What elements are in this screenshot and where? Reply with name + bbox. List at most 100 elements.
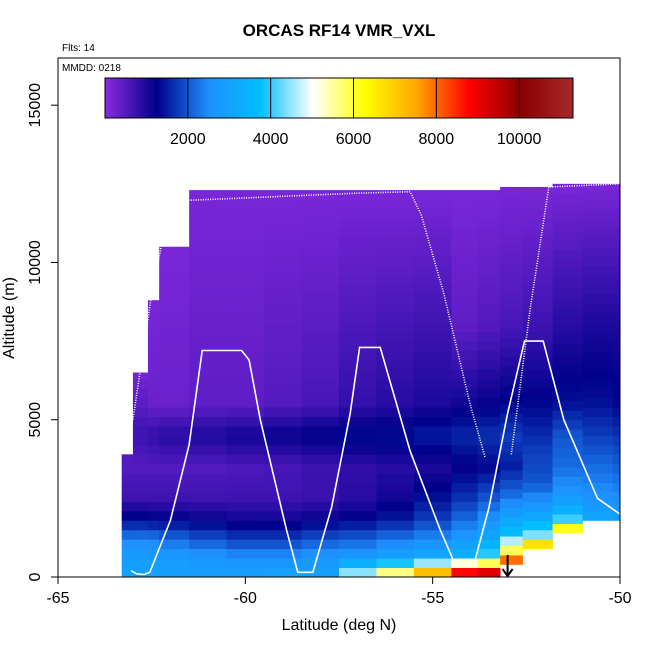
curtain-cell — [477, 473, 501, 484]
curtain-cell — [226, 454, 265, 465]
curtain-cell — [301, 473, 340, 484]
curtain-cell — [451, 331, 479, 342]
curtain-cell — [413, 548, 452, 559]
curtain-cell — [413, 265, 452, 276]
curtain-cell — [582, 218, 613, 229]
curtain-cell — [132, 378, 149, 389]
curtain-cell — [552, 363, 583, 373]
curtain-cell — [413, 284, 452, 295]
curtain-cell — [500, 413, 523, 424]
curtain-cell — [189, 567, 227, 578]
curtain-cell — [147, 303, 160, 314]
curtain-cell — [264, 426, 302, 436]
curtain-cell — [612, 322, 621, 333]
curtain-cell — [522, 454, 553, 465]
curtain-cell — [159, 284, 190, 295]
curtain-cell — [612, 341, 621, 351]
curtain-cell — [132, 510, 149, 521]
curtain-cell — [612, 435, 621, 446]
curtain-cell — [376, 246, 415, 257]
curtain-cell — [582, 407, 613, 417]
curtain-cell — [451, 322, 479, 333]
curtain-cell — [264, 284, 302, 295]
curtain-cell — [121, 567, 134, 578]
curtain-cell — [552, 419, 583, 430]
curtain-cell — [339, 426, 377, 436]
curtain-cell — [376, 227, 415, 238]
curtain-cell — [159, 539, 190, 550]
curtain-cell — [500, 366, 523, 377]
curtain-cell — [500, 422, 523, 433]
curtain-cell — [264, 558, 302, 568]
curtain-cell — [339, 190, 377, 200]
curtain-cell — [189, 293, 227, 304]
curtain-cell — [582, 199, 613, 210]
curtain-cell — [477, 558, 501, 568]
curtain-cell — [159, 341, 190, 351]
curtain-cell — [147, 567, 160, 578]
y-tick-label: 15000 — [27, 83, 44, 128]
curtain-cell — [132, 372, 149, 380]
curtain-cell — [612, 246, 621, 257]
curtain-cell — [451, 482, 479, 493]
curtain-cell — [301, 350, 340, 361]
curtain-cell — [582, 435, 613, 446]
curtain-cell — [264, 199, 302, 210]
curtain-cell — [582, 359, 613, 370]
curtain-cell — [477, 378, 501, 389]
curtain-cell — [159, 378, 190, 389]
curtain-cell — [500, 385, 523, 395]
curtain-cell — [522, 284, 553, 295]
curtain-cell — [477, 539, 501, 550]
curtain-cell — [189, 510, 227, 521]
curtain-cell — [582, 369, 613, 380]
curtain-cell — [552, 485, 583, 496]
curtain-cell — [582, 454, 613, 465]
curtain-cell — [159, 293, 190, 304]
curtain-cell — [147, 454, 160, 465]
high-altitude-track-line-2 — [510, 183, 621, 455]
curtain-cell — [552, 476, 583, 487]
curtain-cell — [301, 501, 340, 512]
curtain-cell — [500, 526, 523, 537]
curtain-cell — [413, 293, 452, 304]
curtain-cell — [376, 350, 415, 361]
curtain-cell — [582, 463, 613, 474]
curtain-cell — [147, 407, 160, 417]
curtain-cell — [189, 341, 227, 351]
curtain-cell — [552, 202, 583, 213]
curtain-cell — [552, 391, 583, 402]
curtain-cell — [413, 407, 452, 417]
curtain-cell — [132, 567, 149, 578]
curtain-cell — [413, 435, 452, 446]
colorbar-tick-label: 10000 — [497, 131, 542, 148]
curtain-cell — [301, 246, 340, 257]
curtain-cell — [376, 275, 415, 285]
curtain-cell — [264, 293, 302, 304]
curtain-cell — [189, 275, 227, 285]
curtain-cell — [159, 322, 190, 333]
curtain-cell — [522, 312, 553, 323]
curtain-cell — [189, 190, 227, 200]
curtain-cell — [500, 498, 523, 509]
curtain-cell — [339, 218, 377, 229]
curtain-cell — [376, 199, 415, 210]
curtain-cell — [451, 454, 479, 465]
curtain-cell — [376, 284, 415, 295]
curtain-cell — [147, 397, 160, 408]
curtain-cell — [159, 303, 190, 314]
curtain-cell — [413, 529, 452, 540]
curtain-cell — [226, 482, 265, 493]
curtain-cell — [413, 444, 452, 455]
curtain-cell — [264, 312, 302, 323]
curtain-cell — [159, 558, 190, 568]
y-tick-label: 10000 — [27, 240, 44, 285]
curtain-cell — [159, 369, 190, 380]
curtain-cell — [189, 369, 227, 380]
curtain-cell — [451, 407, 479, 417]
curtain-cell — [264, 303, 302, 314]
curtain-cell — [522, 435, 553, 446]
curtain-cell — [477, 463, 501, 474]
curtain-cell — [189, 529, 227, 540]
curtain-cell — [301, 397, 340, 408]
